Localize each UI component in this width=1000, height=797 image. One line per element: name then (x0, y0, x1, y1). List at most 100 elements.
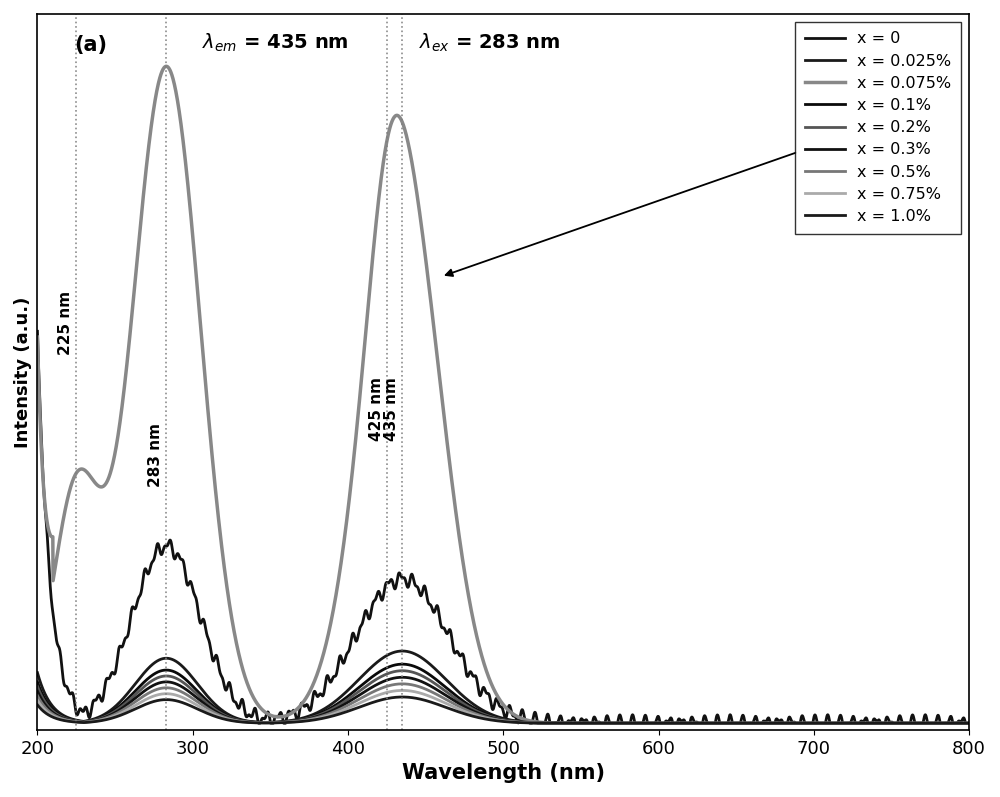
x = 0.5% (963, 718, 975, 728)
x = 0 (709, 718, 721, 728)
x = 0.3% (423, 681, 435, 690)
x = 0.2% (709, 718, 721, 728)
x = 0.75% (888, 718, 900, 728)
x = 0.75% (709, 718, 721, 728)
x = 0.75% (396, 685, 408, 695)
x = 0.2% (963, 718, 975, 728)
x = 0.3% (31, 686, 43, 696)
x = 0.2% (474, 708, 486, 717)
x = 0.1% (423, 669, 435, 679)
x = 0 (431, 601, 443, 611)
Line: x = 0.5%: x = 0.5% (37, 684, 969, 723)
Text: (a): (a) (75, 35, 108, 55)
x = 0.1% (31, 677, 43, 687)
x = 0.5% (396, 679, 408, 689)
x = 0.1% (474, 707, 486, 717)
Line: x = 0.075%: x = 0.075% (37, 66, 969, 723)
x = 0.025% (963, 718, 975, 728)
x = 0 (963, 718, 975, 728)
x = 0 (31, 327, 43, 336)
x = 0.3% (709, 718, 721, 728)
x = 1.0% (888, 718, 900, 728)
x = 1.0% (396, 693, 408, 702)
Line: x = 0.2%: x = 0.2% (37, 671, 969, 723)
x = 0.075% (709, 718, 721, 728)
x = 0.5% (709, 718, 721, 728)
x = 0.5% (888, 718, 900, 728)
x = 1.0% (423, 697, 435, 706)
x = 0 (474, 691, 486, 701)
Line: x = 0.1%: x = 0.1% (37, 664, 969, 723)
x = 1.0% (31, 700, 43, 709)
x = 0.075% (474, 646, 486, 656)
x = 0.075% (888, 718, 900, 728)
x = 1.0% (474, 713, 486, 723)
x = 0.025% (423, 658, 435, 668)
Text: $\lambda_{em}$ = 435 nm: $\lambda_{em}$ = 435 nm (202, 32, 348, 54)
x = 0 (888, 718, 900, 728)
x = 0.2% (935, 718, 947, 728)
x = 0.1% (396, 659, 408, 669)
x = 0.1% (431, 675, 443, 685)
x = 0.2% (423, 675, 435, 685)
Text: 225 nm: 225 nm (58, 292, 73, 355)
x = 0.5% (31, 691, 43, 701)
x = 0.1% (709, 718, 721, 728)
x = 1.0% (709, 718, 721, 728)
x = 0.025% (431, 665, 443, 675)
x = 0 (423, 599, 435, 609)
x = 0.3% (888, 718, 900, 728)
x = 0.1% (963, 718, 975, 728)
x = 0.075% (160, 61, 172, 71)
x = 0.025% (31, 668, 43, 677)
x = 0.075% (963, 718, 975, 728)
x = 0.075% (423, 282, 435, 292)
Y-axis label: Intensity (a.u.): Intensity (a.u.) (14, 296, 32, 448)
x = 0.025% (396, 646, 408, 656)
x = 0.025% (935, 718, 947, 728)
x = 0.3% (474, 709, 486, 719)
Line: x = 0.025%: x = 0.025% (37, 651, 969, 723)
Line: x = 0.3%: x = 0.3% (37, 677, 969, 723)
Text: 435 nm: 435 nm (384, 377, 399, 441)
x = 1.0% (935, 718, 947, 728)
x = 0.2% (31, 681, 43, 691)
x = 0.3% (963, 718, 975, 728)
x = 0.3% (431, 685, 443, 694)
Text: $\lambda_{ex}$ = 283 nm: $\lambda_{ex}$ = 283 nm (419, 32, 560, 54)
x = 0.3% (396, 673, 408, 682)
x = 0.3% (935, 718, 947, 728)
Text: 283 nm: 283 nm (148, 422, 163, 487)
x = 0.075% (431, 346, 443, 355)
x = 0.75% (423, 691, 435, 701)
x = 0 (935, 718, 947, 728)
X-axis label: Wavelength (nm): Wavelength (nm) (402, 763, 605, 783)
x = 0.1% (888, 718, 900, 728)
x = 0.2% (888, 718, 900, 728)
x = 0.5% (431, 689, 443, 699)
Line: x = 1.0%: x = 1.0% (37, 697, 969, 723)
x = 0.5% (474, 711, 486, 720)
x = 0.75% (935, 718, 947, 728)
x = 0.025% (888, 718, 900, 728)
x = 0.5% (423, 686, 435, 696)
Legend: x = 0, x = 0.025%, x = 0.075%, x = 0.1%, x = 0.2%, x = 0.3%, x = 0.5%, x = 0.75%: x = 0, x = 0.025%, x = 0.075%, x = 0.1%,… (795, 22, 961, 234)
x = 0.5% (935, 718, 947, 728)
Text: 425 nm: 425 nm (369, 377, 384, 441)
x = 0.2% (431, 680, 443, 689)
x = 0 (253, 718, 265, 728)
x = 0.2% (396, 666, 408, 676)
x = 1.0% (431, 699, 443, 709)
x = 0.75% (31, 696, 43, 705)
x = 0.025% (474, 704, 486, 713)
x = 1.0% (963, 718, 975, 728)
x = 0.075% (31, 332, 43, 342)
Line: x = 0: x = 0 (37, 332, 969, 723)
x = 0.75% (474, 712, 486, 721)
Line: x = 0.75%: x = 0.75% (37, 690, 969, 723)
x = 0.075% (935, 718, 947, 728)
x = 0.75% (431, 694, 443, 704)
x = 0.1% (935, 718, 947, 728)
x = 0.75% (963, 718, 975, 728)
x = 0.025% (709, 718, 721, 728)
